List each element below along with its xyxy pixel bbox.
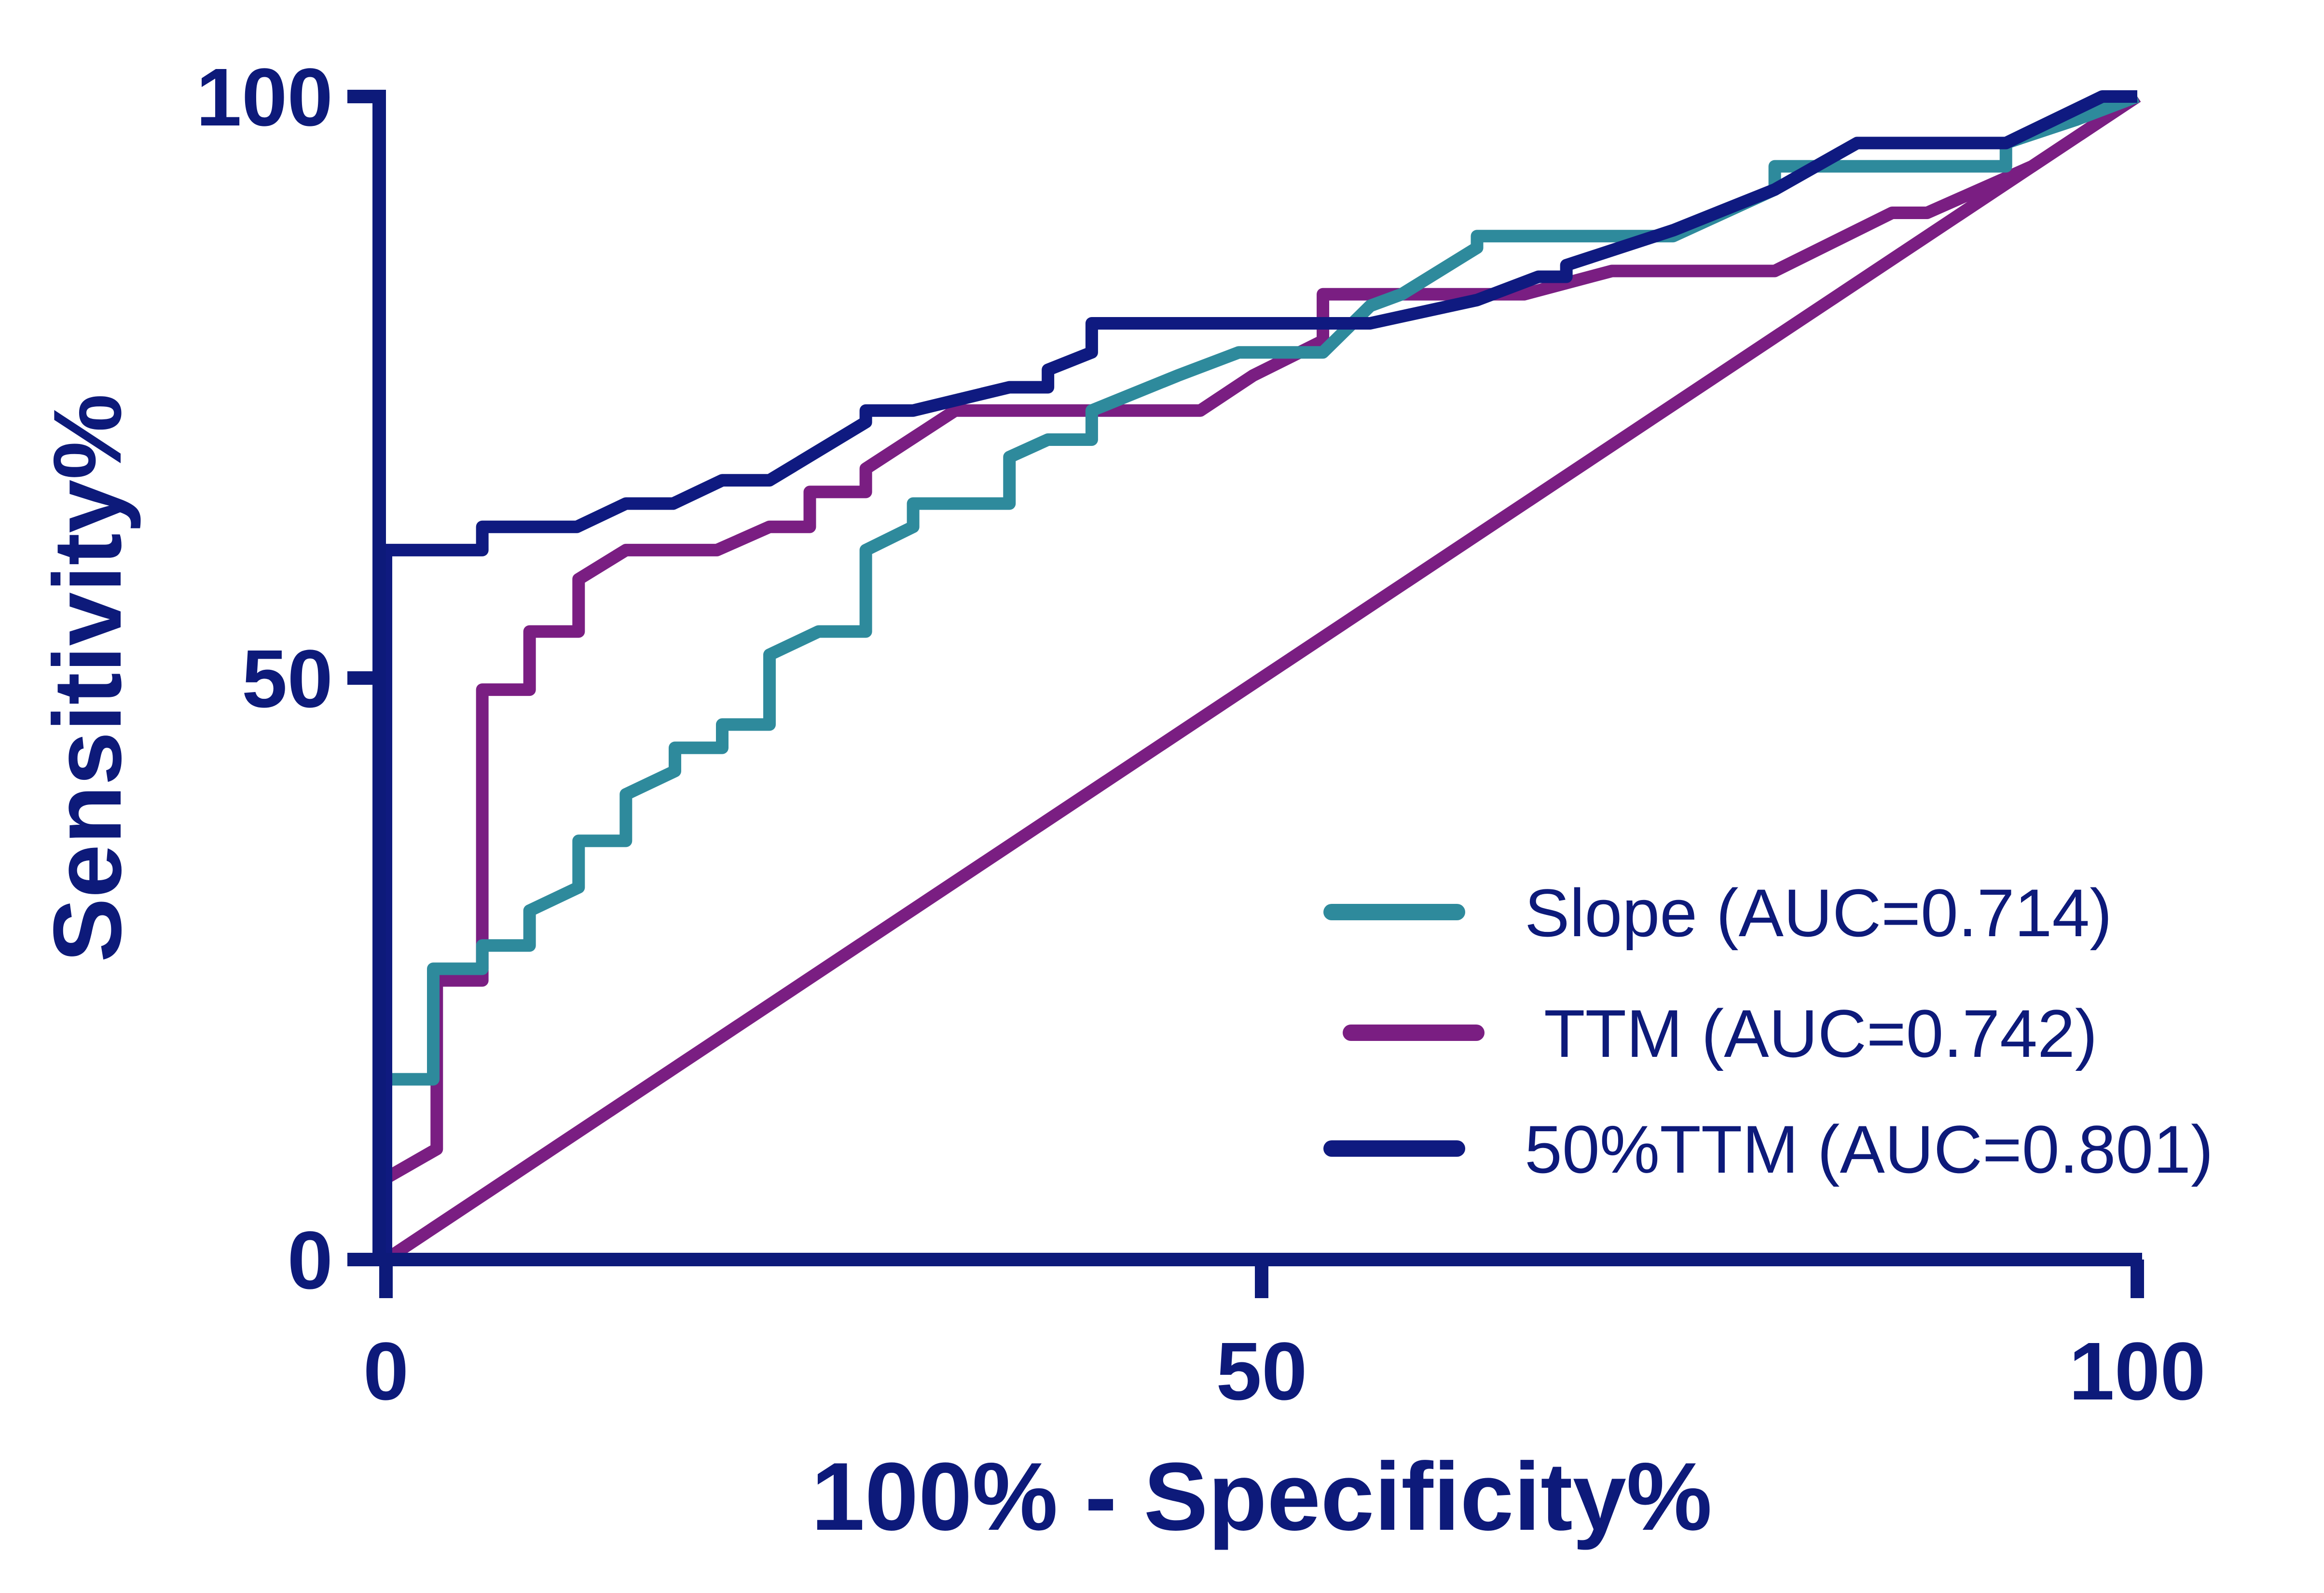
legend-label: 50%TTM (AUC=0.801)	[1525, 1111, 2214, 1187]
y-tick-label: 50	[242, 633, 333, 725]
x-tick-label: 50	[1216, 1326, 1307, 1417]
legend: Slope (AUC=0.714) TTM (AUC=0.742) 50%TTM (…	[1323, 875, 2214, 1187]
series-line-2	[383, 91, 2141, 1184]
legend-label: Slope (AUC=0.714)	[1525, 875, 2112, 951]
series-layer	[380, 90, 2141, 1265]
x-tick-label: 100	[2069, 1326, 2206, 1417]
x-tick-label: 0	[363, 1326, 409, 1417]
y-tick-label: 0	[287, 1215, 333, 1306]
y-axis-title: Sensitivity%	[34, 394, 141, 962]
reference-diagonal-line	[382, 91, 2141, 1265]
x-axis-title: 100% - Specificity%	[811, 1443, 1712, 1551]
series-line-1	[380, 90, 2140, 1260]
y-tick-label: 100	[196, 52, 333, 143]
ticks-layer: 00 50 50 100 100	[196, 52, 2205, 1417]
series-line-4	[380, 90, 2137, 1260]
legend-label: TTM (AUC=0.742)	[1544, 996, 2097, 1071]
